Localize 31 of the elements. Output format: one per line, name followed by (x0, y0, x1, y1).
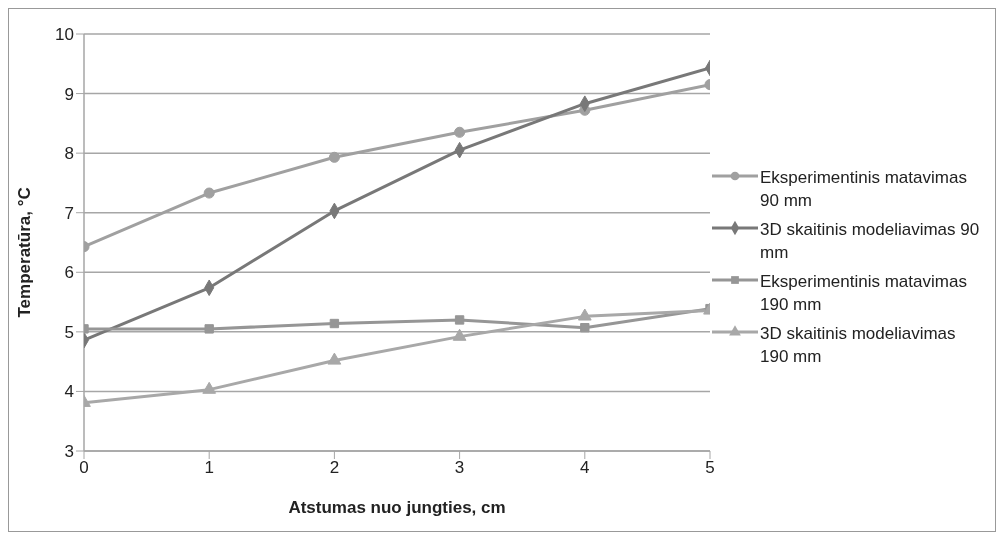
y-tick-label: 10 (55, 25, 74, 45)
y-tick-label: 8 (64, 144, 74, 164)
point (204, 324, 214, 334)
y-tick-label: 6 (64, 263, 74, 283)
point (328, 151, 340, 163)
legend-label: 3D skaitinis modeliavimas 90 mm (760, 219, 980, 264)
x-tick-label: 2 (329, 458, 340, 478)
x-tick-label: 4 (580, 458, 590, 478)
y-tick-label: 3 (64, 442, 74, 462)
x-tick-label: 1 (204, 458, 214, 478)
point (580, 323, 590, 333)
y-tick-label: 9 (64, 84, 74, 104)
y-tick-label: 5 (64, 322, 74, 342)
x-tick-label: 5 (705, 458, 715, 478)
point (327, 352, 342, 365)
legend-label: 3D skaitinis modeliavimas 190 mm (760, 323, 957, 368)
y-tick-label: 4 (64, 382, 74, 402)
x-axis-title: Atstumas nuo jungties, cm (288, 498, 506, 517)
x-tick-label: 3 (454, 458, 465, 478)
x-tick-label: 0 (79, 458, 89, 478)
point (202, 381, 217, 394)
y-axis-title: Temperatūra, °C (15, 187, 35, 318)
point (577, 308, 592, 321)
y-tick-label: 7 (64, 203, 74, 223)
point (454, 126, 466, 138)
point (452, 328, 467, 341)
legend-label: Eksperimentinis matavimas 190 mm (760, 271, 968, 316)
point (454, 315, 465, 325)
point (329, 318, 340, 329)
legend-label: Eksperimentinis matavimas 90 mm (760, 167, 968, 212)
point (203, 187, 215, 199)
